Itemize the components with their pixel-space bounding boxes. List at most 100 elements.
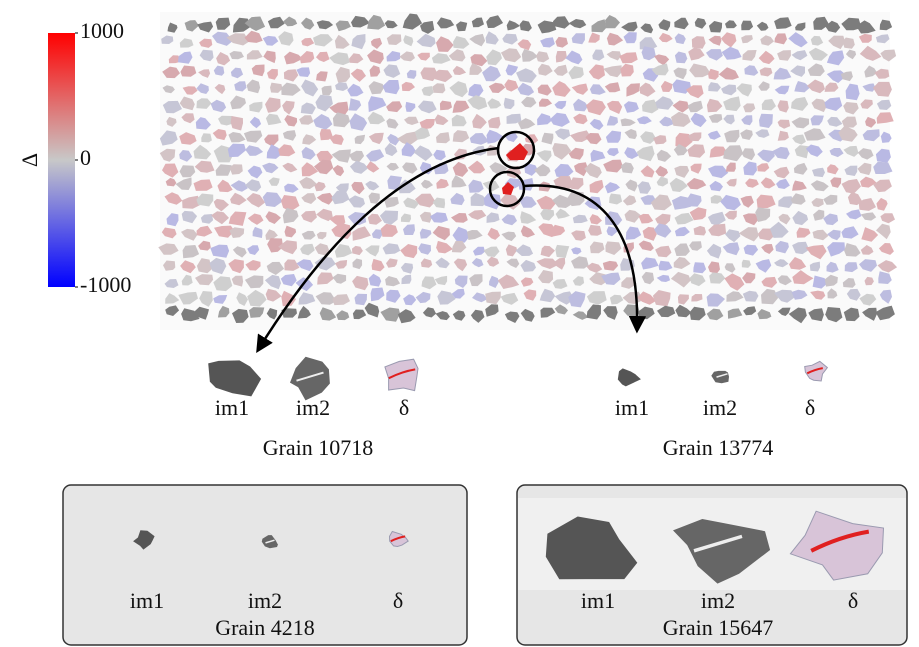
grain <box>163 260 176 271</box>
grain <box>761 288 779 305</box>
grain-image <box>545 516 638 580</box>
difference-image <box>789 510 885 581</box>
grain <box>247 165 263 179</box>
grain <box>329 52 350 66</box>
grain <box>603 306 618 320</box>
grain <box>469 33 486 47</box>
grain <box>352 245 363 256</box>
grain <box>674 33 686 45</box>
grain <box>603 159 623 173</box>
grain <box>315 292 337 305</box>
grain <box>371 258 385 272</box>
grain <box>875 34 890 44</box>
grain <box>792 241 810 255</box>
grain <box>843 307 860 322</box>
grain <box>264 134 279 147</box>
grain <box>422 307 437 318</box>
grain <box>639 37 658 50</box>
grain <box>520 259 536 272</box>
grain <box>810 180 829 192</box>
grain <box>721 46 742 60</box>
grain <box>773 67 792 80</box>
grain <box>452 65 467 75</box>
grain <box>348 98 362 111</box>
grain <box>349 160 369 174</box>
grain <box>181 274 193 286</box>
grain <box>741 259 751 268</box>
grain <box>332 112 350 128</box>
grain <box>282 162 298 173</box>
grain <box>554 291 575 305</box>
grain <box>487 227 500 240</box>
colorbar <box>48 33 75 287</box>
grain <box>792 180 807 191</box>
grain <box>195 117 211 130</box>
grain <box>584 162 602 179</box>
grain <box>316 231 327 240</box>
grain <box>601 272 621 285</box>
grain <box>398 179 416 194</box>
grain <box>769 221 789 238</box>
grain <box>620 118 636 127</box>
grain <box>586 262 603 273</box>
grain <box>641 257 659 270</box>
grain <box>742 272 756 284</box>
grain <box>404 116 419 125</box>
grain <box>760 35 774 46</box>
grain <box>263 50 276 64</box>
grain <box>500 292 519 305</box>
grain <box>267 16 285 29</box>
grain <box>418 243 431 255</box>
grain <box>296 67 311 77</box>
grain <box>352 275 369 291</box>
grain <box>658 19 671 31</box>
grain <box>504 79 519 92</box>
grain <box>158 243 179 255</box>
grain <box>368 81 384 95</box>
grain <box>656 149 672 162</box>
grain <box>656 274 671 282</box>
image-label: δ <box>399 395 409 420</box>
grain <box>228 259 244 274</box>
grain <box>845 83 860 101</box>
grain <box>473 246 485 256</box>
grain <box>651 63 669 76</box>
grain <box>689 241 702 251</box>
grain <box>179 38 194 48</box>
grain <box>159 130 178 146</box>
grain-image <box>133 530 155 550</box>
grain <box>178 291 198 305</box>
grain <box>573 98 588 112</box>
difference-image <box>384 358 419 392</box>
grain <box>586 304 601 320</box>
grain <box>212 31 233 46</box>
grain <box>609 294 624 305</box>
grain <box>777 130 789 141</box>
image-label: im1 <box>130 588 164 613</box>
grain <box>403 224 415 235</box>
grain <box>841 17 862 31</box>
grain <box>348 195 365 208</box>
grain <box>829 148 844 158</box>
grain <box>620 162 634 174</box>
grain <box>211 211 229 225</box>
grain <box>718 67 739 80</box>
grain <box>686 178 707 190</box>
grain <box>503 97 515 110</box>
image-label: im2 <box>296 395 330 420</box>
grain <box>179 132 197 145</box>
grain <box>570 177 584 190</box>
grain <box>348 150 365 163</box>
grain <box>776 178 790 189</box>
grain <box>365 180 380 191</box>
grain <box>265 113 282 126</box>
grain <box>706 308 724 321</box>
grain <box>876 112 894 124</box>
grain <box>282 130 297 141</box>
grain <box>469 133 489 145</box>
grain <box>215 17 231 30</box>
grain <box>623 32 637 44</box>
image-label: im2 <box>248 588 282 613</box>
grain <box>196 83 209 94</box>
